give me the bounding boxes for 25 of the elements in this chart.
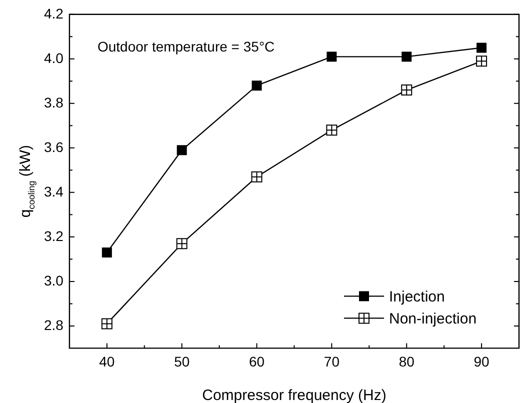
point [402, 52, 412, 62]
y-axis-title: qcooling (kW) [17, 144, 36, 218]
legend-label: Injection [389, 288, 445, 306]
y-tick-label: 4.2 [44, 5, 64, 22]
point [476, 42, 487, 53]
point [102, 248, 112, 258]
x-tick-label: 80 [398, 353, 415, 370]
point [326, 52, 337, 62]
x-tick-label: 40 [99, 353, 115, 370]
point [176, 145, 187, 156]
annotation: Outdoor temperature = 35°C [97, 38, 275, 54]
point [252, 80, 262, 91]
y-tick-label: 3.4 [44, 183, 64, 200]
legend-label: Non-injection [389, 310, 477, 328]
x-tick-label: 60 [248, 353, 265, 370]
x-tick-label: 70 [324, 353, 340, 370]
y-tick-label: 3.2 [44, 228, 64, 244]
y-tick-label: 3.6 [44, 138, 64, 155]
y-tick-label: 4.0 [44, 50, 64, 66]
y-tick-label: 3.0 [44, 272, 64, 288]
y-tick-label: 2.8 [44, 316, 64, 333]
x-tick-label: 90 [474, 353, 490, 370]
x-axis-title: Compressor frequency (Hz) [202, 387, 386, 403]
x-tick-label: 50 [174, 353, 190, 370]
y-tick-label: 3.8 [44, 94, 64, 110]
